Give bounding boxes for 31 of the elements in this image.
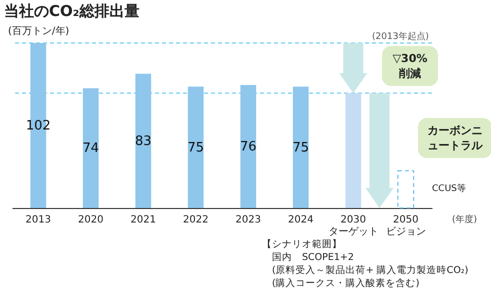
x-axis-title: (年度) xyxy=(452,214,478,226)
text: (原料受入～製品出荷+ 購入電力製造時CO₂) xyxy=(272,264,468,277)
x-tick-label: 2020 xyxy=(78,214,104,226)
x-tick-label: 2050 ビジョン xyxy=(386,214,426,238)
bar xyxy=(82,88,99,208)
data-label: 83 xyxy=(134,134,152,149)
x-tick-label: 2023 xyxy=(236,214,261,226)
bar xyxy=(397,170,414,208)
data-label: 74 xyxy=(82,141,100,156)
bar xyxy=(135,74,152,208)
y-axis-title: (百万トン/年) xyxy=(8,25,70,38)
text: (購入コークス・購入酸素を含む) xyxy=(272,277,420,290)
annotation: ▽30%削減 xyxy=(382,46,438,86)
x-tick-label: 2030 ターゲット xyxy=(328,214,378,238)
annotation: カーボンニュートラル xyxy=(418,118,491,158)
text: 国内 SCOPE1+2 xyxy=(272,251,354,264)
text: 【シナリオ範囲】 xyxy=(262,238,342,251)
x-tick-label: 2024 xyxy=(288,214,314,226)
data-label: 75 xyxy=(292,140,310,156)
bar xyxy=(292,86,309,208)
x-tick-label: 2021 xyxy=(130,214,156,226)
bar xyxy=(240,85,256,208)
bar xyxy=(188,86,204,208)
annotation: CCUS等 xyxy=(432,182,466,195)
data-label: 76 xyxy=(240,140,257,155)
data-label: 102 xyxy=(26,118,51,134)
x-tick-label: 2022 xyxy=(183,214,208,226)
x-tick-label: 2013 xyxy=(26,214,51,226)
text: (2013年起点) xyxy=(372,30,429,43)
chart-title: 当社のCO₂総排出量 xyxy=(4,2,140,21)
data-label: 75 xyxy=(187,140,204,156)
